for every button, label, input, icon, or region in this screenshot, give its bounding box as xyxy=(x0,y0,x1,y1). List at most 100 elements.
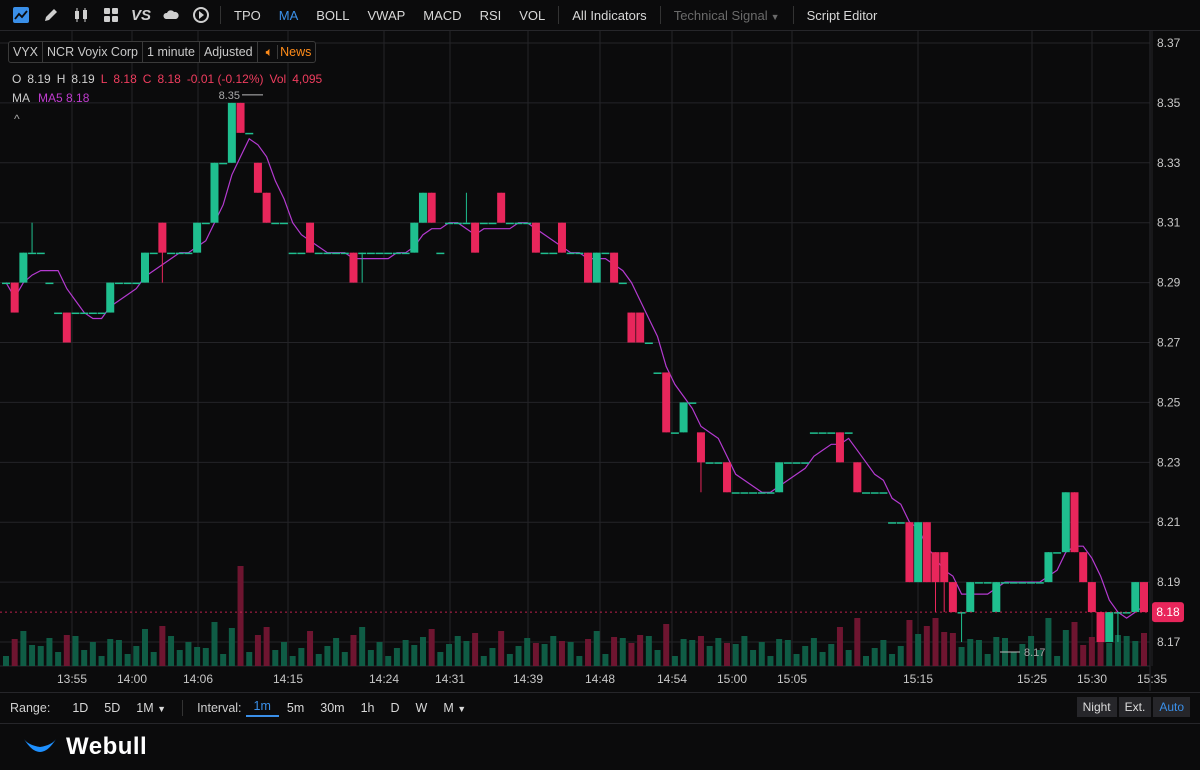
candle-body xyxy=(818,432,827,434)
candle-body xyxy=(236,102,245,133)
all-indicators-button[interactable]: All Indicators xyxy=(572,7,647,23)
x-tick-label: 14:24 xyxy=(369,672,399,686)
ticker-label[interactable]: VYX xyxy=(9,42,44,62)
volume-bar xyxy=(133,646,140,666)
interval-1h[interactable]: 1h xyxy=(360,701,375,715)
candle-body xyxy=(479,222,488,225)
y-tick-label: 8.27 xyxy=(1157,336,1181,350)
candle-body xyxy=(453,222,462,225)
volume-bar xyxy=(333,638,340,666)
indicator-boll[interactable]: BOLL xyxy=(316,7,350,23)
volume-bar xyxy=(515,646,522,666)
ma-label[interactable]: MA xyxy=(12,91,30,105)
session-ext[interactable]: Ext. xyxy=(1118,697,1152,717)
session-auto[interactable]: Auto xyxy=(1153,697,1190,717)
candle-body xyxy=(827,432,836,434)
grid-layout-icon[interactable] xyxy=(96,0,126,30)
interval-label[interactable]: 1 minute xyxy=(143,42,200,62)
candle-body xyxy=(879,492,888,494)
candle-body xyxy=(566,252,575,255)
price-chart[interactable]: 8.37 8.35 8.33 8.31 8.29 8.27 8.25 8.23 8.21 8.19… xyxy=(0,31,1200,691)
interval-30m[interactable]: 30m xyxy=(320,701,345,715)
interval-d[interactable]: D xyxy=(390,701,400,715)
close-value: 8.18 xyxy=(157,72,181,86)
volume-bar xyxy=(176,650,183,666)
candles-icon[interactable] xyxy=(66,0,96,30)
interval-5m[interactable]: 5m xyxy=(286,701,305,715)
cloud-icon[interactable] xyxy=(156,0,186,30)
candle-body xyxy=(401,252,410,255)
interval-m-label: M xyxy=(443,701,454,715)
indicator-tpo[interactable]: TPO xyxy=(234,7,261,23)
indicator-macd[interactable]: MACD xyxy=(423,7,462,23)
volume-bar xyxy=(975,640,982,666)
candle-body xyxy=(896,522,905,524)
interval-w[interactable]: W xyxy=(415,701,428,715)
replay-icon[interactable] xyxy=(186,0,216,30)
volume-bar xyxy=(558,641,565,666)
interval-1m[interactable]: 1m xyxy=(245,699,279,717)
range-1m[interactable]: 1M ▼ xyxy=(128,701,174,715)
x-tick-label: 15:00 xyxy=(717,672,747,686)
y-tick-label: 8.23 xyxy=(1157,455,1181,469)
vs-compare-icon[interactable]: VS xyxy=(126,0,156,30)
volume-bar xyxy=(984,654,991,666)
candle-body xyxy=(1027,582,1036,584)
volume-bar xyxy=(185,642,192,666)
candle-body xyxy=(1105,612,1114,643)
volume-bar xyxy=(20,631,27,666)
volume-bar xyxy=(289,656,296,666)
candle-body xyxy=(957,612,966,614)
candle-body xyxy=(688,402,697,404)
candle-body xyxy=(1001,582,1010,584)
volume-bar xyxy=(350,635,357,666)
volume-bar xyxy=(315,654,322,666)
candle-body xyxy=(966,582,975,613)
webull-bull-icon xyxy=(24,738,56,752)
volume-bar xyxy=(1028,636,1035,666)
news-button[interactable]: 🔈︎ News xyxy=(258,42,316,62)
candle-body xyxy=(340,252,349,255)
volume-bar xyxy=(359,627,366,666)
volume-bar xyxy=(246,652,253,666)
caret-down-icon: ▼ xyxy=(457,704,467,714)
candle-body xyxy=(670,432,679,434)
candle-body xyxy=(775,462,784,493)
session-night[interactable]: Night xyxy=(1076,697,1117,717)
interval-m[interactable]: M ▼ xyxy=(435,701,474,715)
candle-body xyxy=(540,252,549,255)
technical-signal-dropdown[interactable]: Technical Signal ▼ xyxy=(665,8,789,23)
collapse-icon[interactable]: ^ xyxy=(14,112,20,126)
draw-pen-icon[interactable] xyxy=(36,0,66,30)
volume-bar xyxy=(202,648,209,666)
candle-body xyxy=(445,222,454,225)
indicator-ma[interactable]: MA xyxy=(278,7,299,23)
chart-type-icon[interactable] xyxy=(6,0,36,30)
range-label: Range: xyxy=(10,701,51,715)
candle-body xyxy=(1087,582,1096,613)
range-1d[interactable]: 1D xyxy=(72,701,89,715)
caret-down-icon: ▼ xyxy=(157,704,167,714)
x-tick-label: 14:31 xyxy=(435,672,465,686)
volume-bar xyxy=(1045,618,1052,666)
webull-logo: Webull xyxy=(22,733,147,761)
script-editor-button[interactable]: Script Editor xyxy=(806,7,878,23)
volume-bar xyxy=(906,620,913,666)
indicator-rsi[interactable]: RSI xyxy=(479,7,502,23)
indicator-vol[interactable]: VOL xyxy=(519,7,546,23)
candle-body xyxy=(653,372,662,374)
candle-body xyxy=(149,252,158,255)
range-5d[interactable]: 5D xyxy=(104,701,121,715)
volume-bar xyxy=(211,622,218,666)
divider xyxy=(792,6,794,24)
adjusted-label[interactable]: Adjusted xyxy=(200,42,258,62)
low-value: 8.18 xyxy=(113,72,137,86)
volume-bar xyxy=(168,636,175,666)
candle-body xyxy=(418,192,427,223)
candle-body xyxy=(1122,612,1131,614)
candle-body xyxy=(10,282,19,313)
indicator-vwap[interactable]: VWAP xyxy=(367,7,406,23)
ma-readout: MA MA5 8.18 xyxy=(12,91,89,105)
volume-bar xyxy=(393,648,400,666)
volume-bar xyxy=(29,645,36,666)
